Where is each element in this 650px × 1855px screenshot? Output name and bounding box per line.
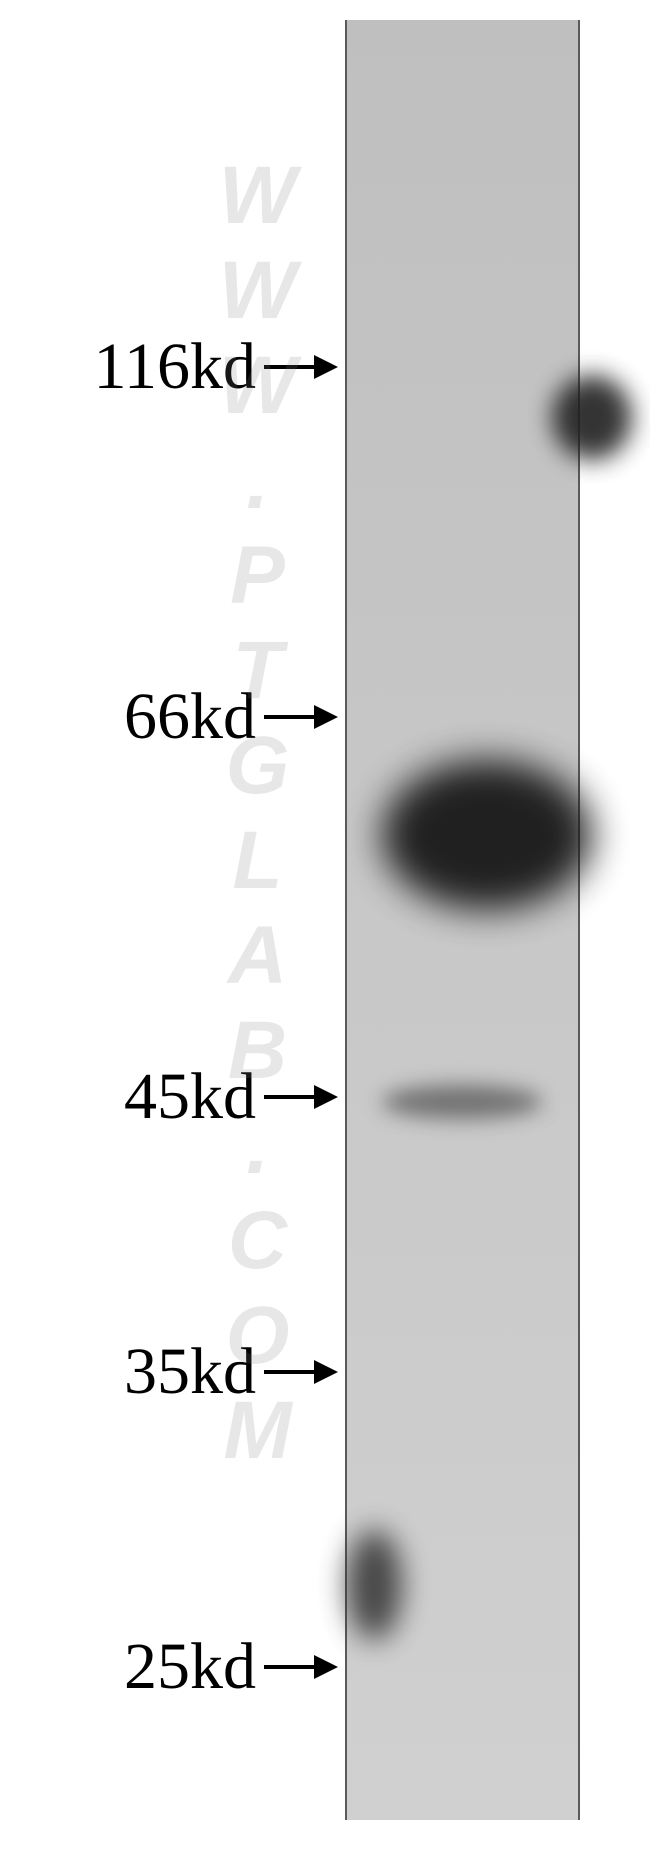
blot-lane [345, 20, 580, 1820]
arrow-right-icon [264, 1357, 338, 1387]
arrow-right-icon [264, 1652, 338, 1682]
marker-45kd: 45kd [0, 1064, 338, 1130]
marker-66kd: 66kd [0, 684, 338, 750]
band-29kd-edge [347, 1530, 402, 1640]
marker-35kd: 35kd [0, 1339, 338, 1405]
arrow-right-icon [264, 1082, 338, 1112]
marker-116kd: 116kd [0, 334, 338, 400]
marker-25kd: 25kd [0, 1634, 338, 1700]
marker-label: 116kd [93, 329, 256, 405]
band-45kd-faint [382, 1085, 542, 1119]
marker-label: 25kd [124, 1629, 256, 1705]
marker-label: 66kd [124, 679, 256, 755]
band-66kd-main [382, 760, 592, 910]
arrow-right-icon [264, 352, 338, 382]
marker-label: 35kd [124, 1334, 256, 1410]
arrow-right-icon [264, 702, 338, 732]
marker-label: 45kd [124, 1059, 256, 1135]
band-116kd-edge [552, 375, 632, 460]
western-blot-figure: 116kd 66kd 45kd 35kd 25kd WWW.PTGLAB.COM [0, 0, 650, 1855]
